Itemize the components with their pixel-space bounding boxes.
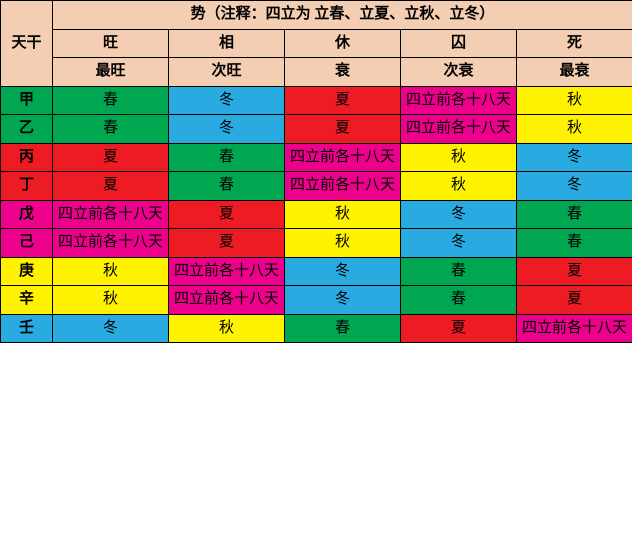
table-cell: 春 (401, 286, 517, 315)
table-cell: 四立前各十八天 (53, 200, 169, 229)
table-cell: 秋 (285, 229, 401, 258)
table-row: 丁夏春四立前各十八天秋冬 (1, 172, 632, 201)
table-cell: 夏 (53, 172, 169, 201)
table-row: 庚秋四立前各十八天冬春夏 (1, 257, 632, 286)
table-cell: 冬 (517, 172, 632, 201)
table-cell: 四立前各十八天 (285, 143, 401, 172)
table-row: 丙夏春四立前各十八天秋冬 (1, 143, 632, 172)
table-cell: 春 (169, 172, 285, 201)
corner-header: 天干 (1, 1, 53, 87)
table-cell: 秋 (53, 286, 169, 315)
title-header: 势（注释：四立为 立春、立夏、立秋、立冬） (53, 1, 632, 30)
table-cell: 春 (169, 143, 285, 172)
table-cell: 四立前各十八天 (53, 229, 169, 258)
table-cell: 冬 (285, 257, 401, 286)
table-cell: 夏 (517, 257, 632, 286)
table-cell: 秋 (401, 143, 517, 172)
group-header: 相 (169, 29, 285, 58)
table-cell: 冬 (169, 115, 285, 144)
table-cell: 四立前各十八天 (401, 86, 517, 115)
table-cell: 四立前各十八天 (401, 115, 517, 144)
table-cell: 夏 (169, 229, 285, 258)
table-cell: 夏 (53, 143, 169, 172)
table-cell: 春 (517, 229, 632, 258)
sub-header: 衰 (285, 58, 401, 87)
row-label: 丙 (1, 143, 53, 172)
table-cell: 夏 (169, 200, 285, 229)
table-cell: 冬 (401, 229, 517, 258)
table-cell: 四立前各十八天 (169, 257, 285, 286)
table-cell: 四立前各十八天 (285, 172, 401, 201)
tiangan-shi-table: 天干势（注释：四立为 立春、立夏、立秋、立冬）旺相休囚死最旺次旺衰次衰最衰甲春冬… (0, 0, 632, 343)
table-cell: 秋 (285, 200, 401, 229)
table-cell: 春 (53, 115, 169, 144)
table-cell: 夏 (517, 286, 632, 315)
row-label: 己 (1, 229, 53, 258)
table-cell: 秋 (401, 172, 517, 201)
group-header: 死 (517, 29, 632, 58)
table-row: 乙春冬夏四立前各十八天秋 (1, 115, 632, 144)
row-label: 壬 (1, 314, 53, 343)
table-cell: 夏 (285, 115, 401, 144)
group-header: 旺 (53, 29, 169, 58)
table-row: 甲春冬夏四立前各十八天秋 (1, 86, 632, 115)
table-cell: 冬 (169, 86, 285, 115)
table-cell: 冬 (517, 143, 632, 172)
row-label: 丁 (1, 172, 53, 201)
row-label: 乙 (1, 115, 53, 144)
table-cell: 春 (53, 86, 169, 115)
table-cell: 秋 (169, 314, 285, 343)
table-cell: 冬 (285, 286, 401, 315)
table-cell: 四立前各十八天 (517, 314, 632, 343)
table-cell: 秋 (517, 86, 632, 115)
table-row: 己四立前各十八天夏秋冬春 (1, 229, 632, 258)
sub-header: 次衰 (401, 58, 517, 87)
row-label: 辛 (1, 286, 53, 315)
table-cell: 夏 (401, 314, 517, 343)
group-header: 休 (285, 29, 401, 58)
row-label: 戊 (1, 200, 53, 229)
table-cell: 秋 (53, 257, 169, 286)
sub-header: 最旺 (53, 58, 169, 87)
group-header: 囚 (401, 29, 517, 58)
sub-header: 次旺 (169, 58, 285, 87)
table-cell: 春 (517, 200, 632, 229)
row-label: 庚 (1, 257, 53, 286)
table-cell: 冬 (53, 314, 169, 343)
table-row: 壬冬秋春夏四立前各十八天 (1, 314, 632, 343)
table-cell: 夏 (285, 86, 401, 115)
table-cell: 四立前各十八天 (169, 286, 285, 315)
table-cell: 春 (401, 257, 517, 286)
table-row: 辛秋四立前各十八天冬春夏 (1, 286, 632, 315)
row-label: 甲 (1, 86, 53, 115)
table-cell: 春 (285, 314, 401, 343)
sub-header: 最衰 (517, 58, 632, 87)
table-cell: 秋 (517, 115, 632, 144)
table-row: 戊四立前各十八天夏秋冬春 (1, 200, 632, 229)
table-cell: 冬 (401, 200, 517, 229)
